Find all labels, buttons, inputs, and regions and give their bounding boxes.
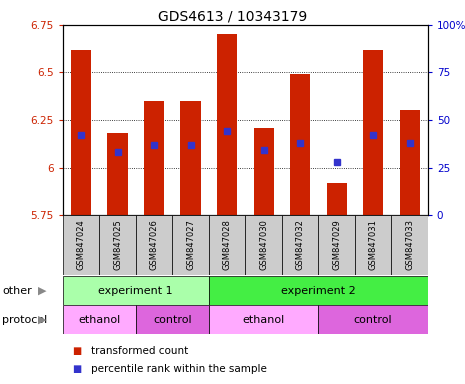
Bar	[326, 183, 346, 215]
Text: control: control	[354, 314, 392, 325]
Bar	[63, 276, 209, 305]
Text: ■: ■	[72, 346, 81, 356]
Text: ▶: ▶	[38, 286, 46, 296]
Bar	[136, 305, 209, 334]
Text: protocol: protocol	[2, 314, 47, 325]
Bar	[217, 35, 237, 215]
Text: other: other	[2, 286, 32, 296]
Bar	[209, 215, 246, 275]
Bar	[318, 215, 355, 275]
Text: GSM847029: GSM847029	[332, 219, 341, 270]
Text: GSM847032: GSM847032	[296, 219, 305, 270]
Text: experiment 2: experiment 2	[281, 286, 356, 296]
Bar	[399, 111, 419, 215]
Text: percentile rank within the sample: percentile rank within the sample	[91, 364, 266, 374]
Bar	[100, 215, 136, 275]
Bar	[355, 215, 391, 275]
Text: GSM847027: GSM847027	[186, 219, 195, 270]
Text: transformed count: transformed count	[91, 346, 188, 356]
Bar	[282, 215, 318, 275]
Bar	[63, 215, 100, 275]
Text: GSM847033: GSM847033	[405, 219, 414, 270]
Text: control: control	[153, 314, 192, 325]
Text: GSM847024: GSM847024	[77, 219, 86, 270]
Text: ethanol: ethanol	[78, 314, 120, 325]
Bar	[107, 133, 127, 215]
Bar	[144, 101, 164, 215]
Text: ■: ■	[72, 364, 81, 374]
Bar	[246, 215, 282, 275]
Bar	[209, 276, 428, 305]
Bar	[63, 305, 136, 334]
Bar	[136, 215, 172, 275]
Text: experiment 1: experiment 1	[99, 286, 173, 296]
Bar	[71, 50, 91, 215]
Text: GDS4613 / 10343179: GDS4613 / 10343179	[158, 10, 307, 23]
Text: GSM847026: GSM847026	[150, 219, 159, 270]
Bar	[290, 74, 310, 215]
Text: GSM847030: GSM847030	[259, 219, 268, 270]
Bar	[318, 305, 428, 334]
Bar	[172, 215, 209, 275]
Bar	[209, 305, 318, 334]
Text: GSM847025: GSM847025	[113, 219, 122, 270]
Bar	[363, 50, 383, 215]
Text: ethanol: ethanol	[242, 314, 285, 325]
Bar	[392, 215, 428, 275]
Text: GSM847028: GSM847028	[223, 219, 232, 270]
Bar	[253, 127, 273, 215]
Bar	[180, 101, 200, 215]
Text: ▶: ▶	[38, 314, 46, 325]
Text: GSM847031: GSM847031	[369, 219, 378, 270]
